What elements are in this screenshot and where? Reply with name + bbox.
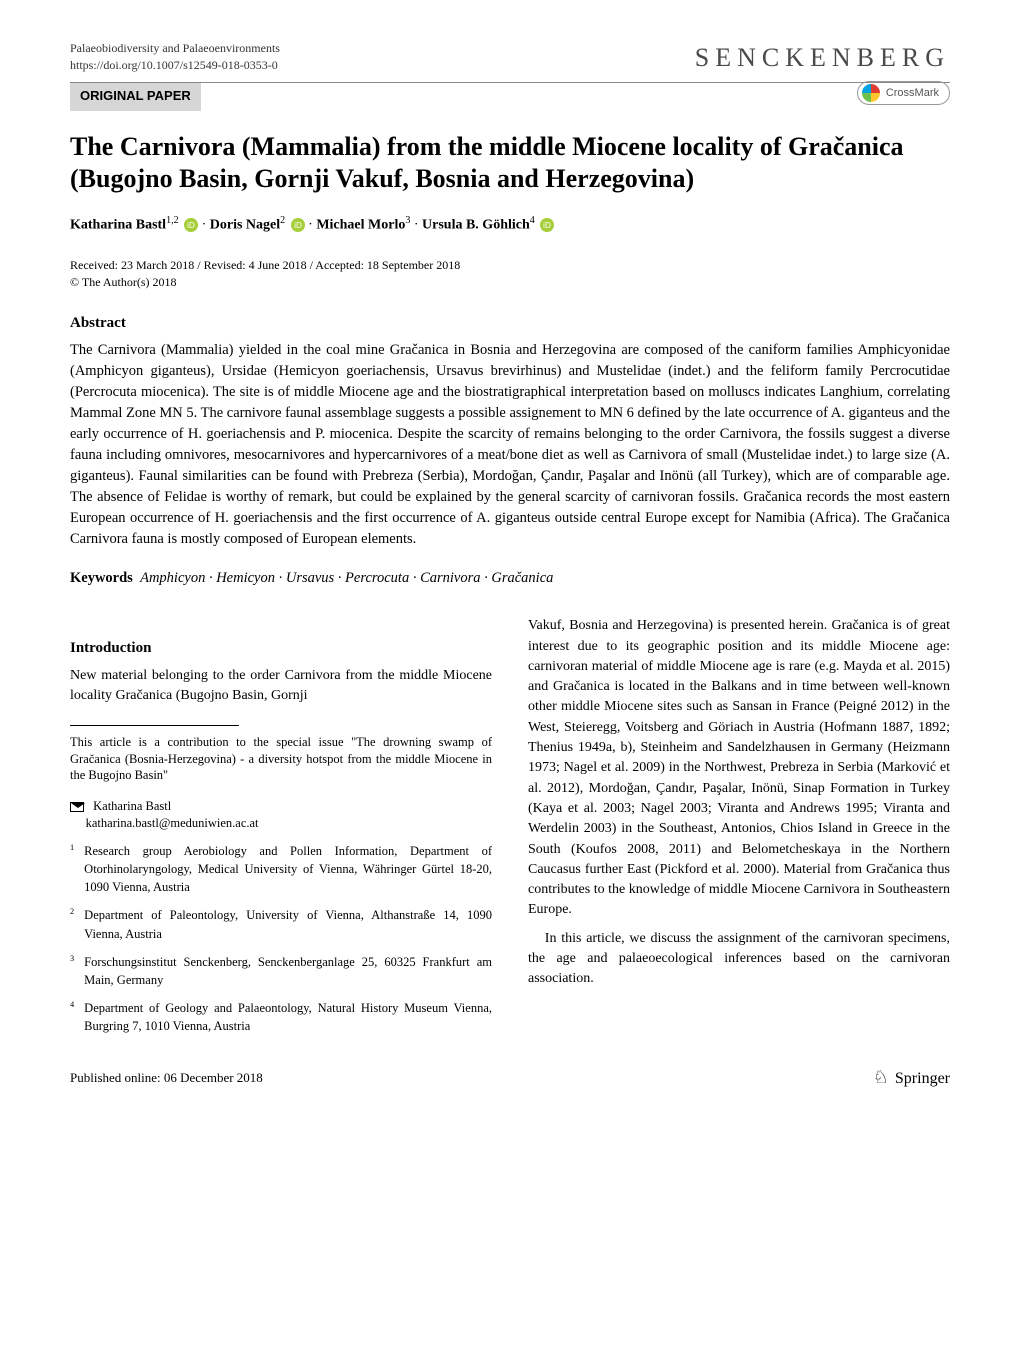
abstract-heading: Abstract	[70, 313, 950, 334]
keywords-line: Keywords Amphicyon · Hemicyon · Ursavus …	[70, 568, 950, 588]
author-3-aff: 3	[405, 215, 410, 226]
author-4: Ursula B. Göhlich	[422, 218, 530, 233]
introduction-left-para: New material belonging to the order Carn…	[70, 666, 492, 707]
crossmark-label: CrossMark	[886, 86, 939, 101]
special-issue-footnote: This article is a contribution to the sp…	[70, 734, 492, 785]
affil-2-num: 2	[70, 907, 74, 916]
footnote-rule	[70, 725, 239, 726]
brand-logo: SENCKENBERG	[695, 40, 950, 76]
corresponding-name: Katharina Bastl	[93, 799, 171, 813]
copyright: © The Author(s) 2018	[70, 274, 950, 291]
corresponding-email[interactable]: katharina.bastl@meduniwien.ac.at	[86, 816, 259, 830]
crossmark-icon	[862, 84, 880, 102]
affil-2-text: Department of Paleontology, University o…	[84, 906, 492, 942]
crossmark-button[interactable]: CrossMark	[857, 81, 950, 109]
published-online: Published online: 06 December 2018	[70, 1069, 263, 1087]
affil-1-text: Research group Aerobiology and Pollen In…	[84, 842, 492, 896]
affil-1-num: 1	[70, 843, 74, 852]
introduction-heading: Introduction	[70, 638, 492, 660]
left-column: Introduction New material belonging to t…	[70, 616, 492, 1035]
page-footer: Published online: 06 December 2018 Sprin…	[70, 1065, 950, 1090]
affiliation-1: 1 Research group Aerobiology and Pollen …	[70, 842, 492, 896]
corresponding-author: Katharina Bastl katharina.bastl@meduniwi…	[70, 798, 492, 832]
introduction-right-para-1: Vakuf, Bosnia and Herzegovina) is presen…	[528, 616, 950, 920]
affiliation-4: 4 Department of Geology and Palaeontolog…	[70, 999, 492, 1035]
mail-icon	[70, 802, 84, 812]
journal-name: Palaeobiodiversity and Palaeoenvironment…	[70, 40, 280, 57]
affil-3-num: 3	[70, 954, 74, 963]
svg-text:iD: iD	[187, 221, 195, 230]
publisher-name: Springer	[895, 1070, 950, 1087]
body-columns: Introduction New material belonging to t…	[70, 616, 950, 1035]
introduction-right-para-2: In this article, we discuss the assignme…	[528, 929, 950, 990]
publisher-logo: Springer	[873, 1065, 950, 1090]
doi-link[interactable]: https://doi.org/10.1007/s12549-018-0353-…	[70, 58, 278, 72]
keywords-label: Keywords	[70, 570, 133, 586]
paper-type-bar: ORIGINAL PAPER	[70, 83, 201, 111]
paper-type-row: ORIGINAL PAPER CrossMark	[70, 83, 950, 111]
author-2: Doris Nagel	[210, 218, 280, 233]
orcid-icon[interactable]: iD	[540, 218, 554, 232]
article-dates: Received: 23 March 2018 / Revised: 4 Jun…	[70, 257, 950, 274]
author-3: Michael Morlo	[316, 218, 405, 233]
keywords-text: Amphicyon · Hemicyon · Ursavus · Percroc…	[140, 570, 553, 586]
orcid-icon[interactable]: iD	[184, 218, 198, 232]
author-1-aff: 1,2	[166, 215, 179, 226]
article-title: The Carnivora (Mammalia) from the middle…	[70, 131, 950, 196]
author-sep: ·	[414, 218, 422, 233]
author-2-aff: 2	[280, 215, 285, 226]
svg-text:iD: iD	[543, 221, 551, 230]
page: Palaeobiodiversity and Palaeoenvironment…	[0, 0, 1020, 1131]
svg-text:iD: iD	[294, 221, 302, 230]
journal-info: Palaeobiodiversity and Palaeoenvironment…	[70, 40, 280, 74]
authors-line: Katharina Bastl1,2 iD · Doris Nagel2 iD …	[70, 214, 950, 235]
orcid-icon[interactable]: iD	[291, 218, 305, 232]
affiliation-3: 3 Forschungsinstitut Senckenberg, Sencke…	[70, 953, 492, 989]
affil-4-text: Department of Geology and Palaeontology,…	[84, 999, 492, 1035]
abstract-text: The Carnivora (Mammalia) yielded in the …	[70, 340, 950, 550]
author-1: Katharina Bastl	[70, 218, 166, 233]
header: Palaeobiodiversity and Palaeoenvironment…	[70, 40, 950, 76]
paper-type-label: ORIGINAL PAPER	[80, 88, 191, 103]
affiliation-2: 2 Department of Paleontology, University…	[70, 906, 492, 942]
affil-3-text: Forschungsinstitut Senckenberg, Senckenb…	[84, 953, 492, 989]
springer-horse-icon	[873, 1070, 891, 1087]
author-4-aff: 4	[530, 215, 535, 226]
author-sep: ·	[202, 218, 210, 233]
affil-4-num: 4	[70, 1000, 74, 1009]
right-column: Vakuf, Bosnia and Herzegovina) is presen…	[528, 616, 950, 1035]
